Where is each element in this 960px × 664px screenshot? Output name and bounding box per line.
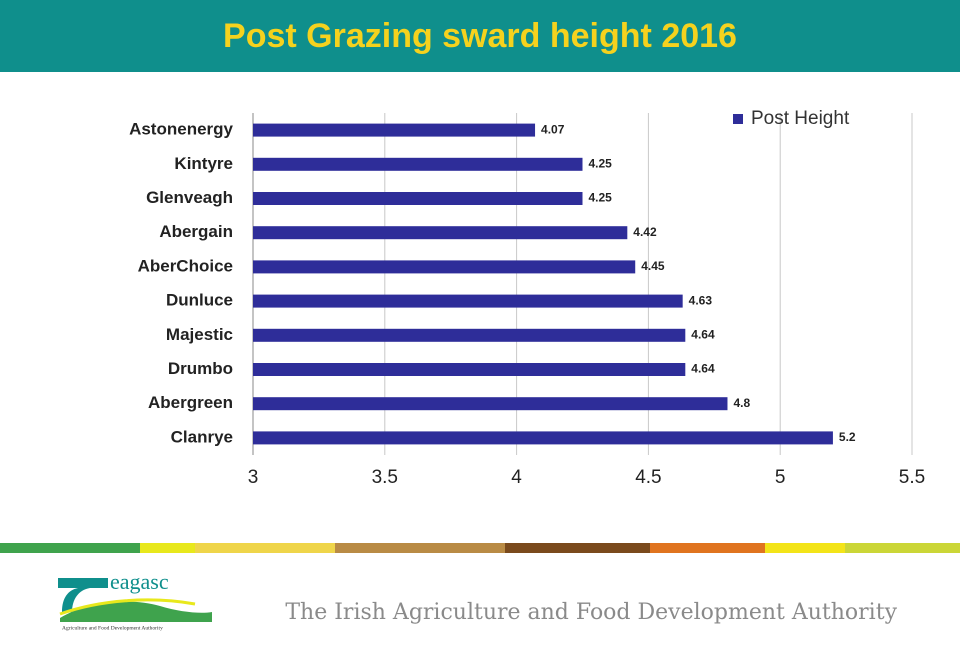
logo: eagasc Agriculture and Food Development …: [58, 569, 212, 631]
x-tick-label: 3.5: [372, 467, 398, 488]
y-tick-label: Kintyre: [174, 154, 233, 173]
y-tick-label: Astonenergy: [129, 120, 233, 139]
y-tick-label: Abergreen: [148, 393, 233, 412]
legend-swatch: [733, 114, 743, 124]
logo-hill: [60, 601, 212, 622]
value-label: 4.25: [589, 191, 613, 205]
x-tick-label: 3: [248, 467, 259, 488]
chart-title: Post Grazing sward height 2016: [223, 17, 737, 55]
logo-mark: [58, 578, 108, 612]
value-label: 5.2: [839, 430, 856, 444]
value-label: 4.25: [589, 156, 613, 170]
y-tick-label: Dunluce: [166, 291, 233, 310]
bar: [253, 328, 686, 342]
authority-text: The Irish Agriculture and Food Developme…: [285, 600, 897, 625]
bar: [253, 397, 728, 411]
y-tick-label: Abergain: [159, 222, 233, 241]
value-label: 4.07: [541, 122, 565, 136]
bar: [253, 294, 683, 308]
logo-arc: [59, 598, 196, 616]
value-label: 4.64: [691, 327, 715, 341]
value-label: 4.45: [641, 259, 665, 273]
value-label: 4.8: [733, 396, 750, 410]
color-stripe: [0, 543, 960, 553]
y-tick-label: Glenveagh: [146, 188, 233, 207]
bar: [253, 157, 583, 171]
bar: [253, 192, 583, 205]
y-tick-label: AberChoice: [138, 256, 233, 275]
bar: [253, 363, 686, 376]
bar: [253, 123, 536, 137]
x-tick-label: 4: [511, 467, 522, 488]
y-tick-label: Drumbo: [168, 359, 233, 378]
logo-text: eagasc: [110, 569, 169, 594]
x-tick-label: 5.5: [899, 467, 925, 488]
y-tick-label: Clanrye: [171, 427, 233, 446]
value-label: 4.64: [691, 362, 715, 376]
x-tick-label: 5: [775, 467, 786, 488]
x-tick-label: 4.5: [635, 467, 661, 488]
logo-tagline: Agriculture and Food Development Authori…: [62, 625, 163, 631]
bar: [253, 431, 833, 445]
legend-label: Post Height: [751, 108, 850, 129]
value-label: 4.63: [689, 293, 713, 307]
bar: [253, 260, 636, 274]
y-tick-label: Majestic: [166, 325, 233, 344]
value-label: 4.42: [633, 225, 657, 239]
header-band: [0, 0, 960, 72]
bar: [253, 226, 628, 240]
